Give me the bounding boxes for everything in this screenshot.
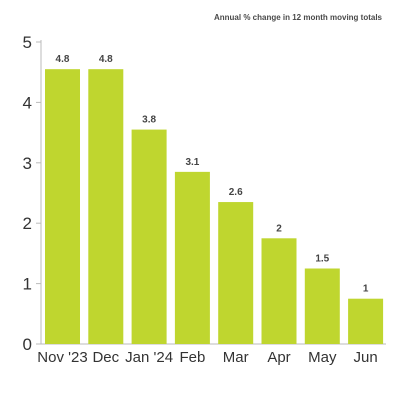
bar — [174, 171, 210, 344]
x-tick-label: Mar — [223, 349, 249, 366]
bars — [45, 69, 384, 345]
bar-value-label: 2.6 — [229, 187, 243, 198]
x-tick-label: Feb — [179, 349, 205, 366]
data-labels: 4.8 4.8 3.8 3.1 2.6 2 1.5 1 — [56, 54, 369, 295]
chart-subtitle: Annual % change in 12 month moving total… — [213, 13, 382, 22]
y-tick-label: 1 — [23, 275, 32, 294]
y-tick-label: 2 — [23, 214, 32, 233]
y-tick-label: 4 — [23, 93, 32, 112]
bar — [131, 129, 167, 344]
y-axis: 0 1 2 3 4 5 — [23, 33, 42, 354]
x-tick-label: May — [308, 349, 337, 366]
bar — [348, 298, 384, 344]
x-tick-label: Dec — [92, 349, 119, 366]
bar — [261, 238, 297, 344]
x-tick-label: Jun — [354, 349, 378, 366]
bar-value-label: 3.1 — [185, 157, 199, 168]
bar-value-label: 4.8 — [99, 54, 113, 65]
x-tick-label: Nov '23 — [37, 349, 87, 366]
x-axis: Nov '23 Dec Jan '24 Feb Mar Apr May Jun — [37, 343, 386, 366]
bar-value-label: 2 — [276, 223, 282, 234]
bar-value-label: 3.8 — [142, 115, 156, 126]
y-tick-label: 3 — [23, 154, 32, 173]
bar-value-label: 4.8 — [56, 54, 70, 65]
y-tick-label: 0 — [23, 335, 32, 354]
x-tick-label: Jan '24 — [125, 349, 173, 366]
x-tick-label: Apr — [267, 349, 290, 366]
bar — [88, 69, 124, 345]
bar-value-label: 1.5 — [315, 254, 329, 265]
bar-value-label: 1 — [363, 284, 369, 295]
bar — [218, 202, 254, 344]
y-tick-label: 5 — [23, 33, 32, 52]
bar — [304, 268, 340, 344]
bar — [45, 69, 80, 345]
